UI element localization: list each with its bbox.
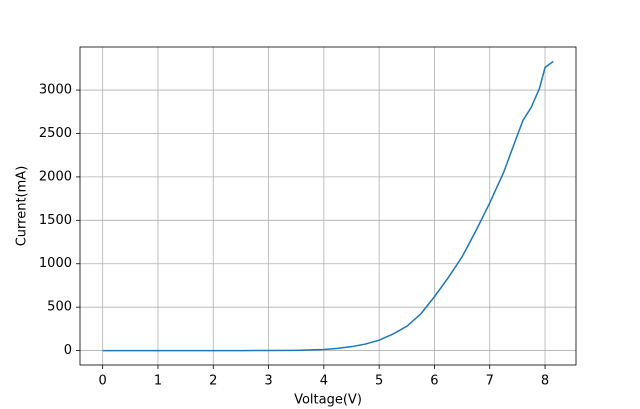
x-tick-label: 1 [154,374,162,389]
x-tick-label: 8 [541,374,549,389]
y-tick-label: 2000 [39,169,72,184]
x-tick-label: 5 [375,374,383,389]
y-tick-label: 3000 [39,83,72,98]
x-tick-label: 3 [264,374,272,389]
x-tick-label: 4 [320,374,328,389]
y-tick-label: 0 [64,343,72,358]
y-tick-label: 2500 [39,126,72,141]
y-axis-label: Current(mA) [15,166,30,247]
x-tick-label: 6 [430,374,438,389]
y-tick-label: 500 [47,300,72,315]
y-tick-label: 1000 [39,256,72,271]
x-tick-label: 0 [99,374,107,389]
plot-frame [79,46,577,366]
x-tick-label: 7 [486,374,494,389]
x-tick-label: 2 [209,374,217,389]
y-tick-label: 1500 [39,213,72,228]
x-axis-label: Voltage(V) [294,393,362,408]
line [102,60,554,352]
